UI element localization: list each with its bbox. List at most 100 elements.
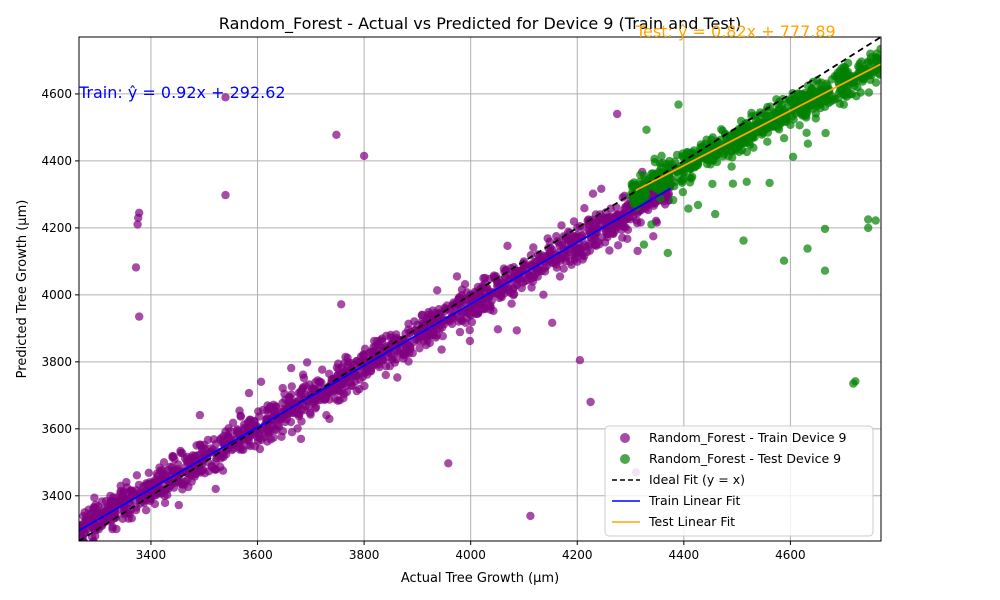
ideal-fit-line <box>79 37 881 541</box>
train-point <box>512 326 521 335</box>
train-point <box>440 319 449 329</box>
train-point <box>152 469 161 478</box>
train-point <box>286 417 296 427</box>
train-point <box>378 336 387 346</box>
train-point <box>552 232 561 241</box>
train-equation-annotation: Train: ŷ = 0.92x + 292.62 <box>78 83 286 102</box>
test-point <box>808 84 817 94</box>
train-point <box>603 233 612 242</box>
test-point <box>851 377 860 386</box>
test-point <box>788 152 798 161</box>
train-point <box>381 362 391 371</box>
test-point <box>789 115 798 124</box>
train-point <box>153 475 163 485</box>
train-point <box>141 506 151 515</box>
train-point <box>332 130 341 139</box>
test-point <box>875 55 881 64</box>
train-point <box>350 360 360 369</box>
test-point <box>871 78 881 87</box>
train-point <box>386 330 395 340</box>
test-point <box>801 106 810 116</box>
train-point <box>568 250 578 259</box>
legend-train-fit-label: Train Linear Fit <box>648 493 741 508</box>
train-point <box>333 371 342 380</box>
train-point <box>633 218 642 228</box>
train-point <box>226 427 235 436</box>
train-point <box>288 408 297 418</box>
y-axis-label: Predicted Tree Growth (µm) <box>15 200 30 379</box>
train-point <box>404 357 413 366</box>
train-point <box>433 325 442 334</box>
train-point <box>131 506 141 515</box>
x-tick-label: 3800 <box>349 548 380 562</box>
test-point <box>693 200 703 210</box>
train-point <box>163 490 172 500</box>
train-point <box>207 444 216 453</box>
train-point <box>277 432 286 441</box>
test-point <box>659 180 668 189</box>
y-tick-label: 4000 <box>41 288 72 302</box>
train-point <box>612 210 621 219</box>
train-point <box>586 397 595 407</box>
test-point <box>678 187 688 197</box>
test-point <box>708 133 717 142</box>
train-point <box>613 109 622 119</box>
train-point <box>260 429 269 438</box>
test-point <box>776 118 785 128</box>
train-point <box>472 298 481 308</box>
train-point <box>358 372 367 382</box>
train-point <box>612 203 621 212</box>
train-point <box>493 325 503 334</box>
train-point <box>218 448 227 458</box>
test-point <box>747 132 757 142</box>
train-point <box>366 366 375 375</box>
train-point <box>184 482 193 492</box>
test-point <box>763 128 773 137</box>
train-point <box>255 444 265 454</box>
train-point <box>228 418 238 427</box>
test-point <box>663 248 672 258</box>
test-point <box>721 129 730 138</box>
test-point <box>639 240 649 249</box>
test-point <box>866 49 875 58</box>
legend: Random_Forest - Train Device 9 Random_Fo… <box>604 425 874 537</box>
train-point <box>575 356 585 365</box>
train-point <box>135 208 144 217</box>
train-point <box>479 304 488 313</box>
train-point <box>295 400 304 410</box>
test-point <box>663 159 672 168</box>
test-equation-annotation: Test: ŷ = 0.82x + 777.89 <box>635 22 836 41</box>
y-tick-label: 3600 <box>41 422 72 436</box>
train-point <box>244 388 254 398</box>
train-point <box>623 234 632 243</box>
data-points <box>79 44 881 541</box>
train-point <box>393 373 402 382</box>
test-point <box>657 151 666 160</box>
train-point <box>617 225 626 234</box>
x-tick-label: 4400 <box>669 548 700 562</box>
train-point <box>507 299 516 308</box>
train-point <box>548 318 557 327</box>
train-point <box>413 320 422 330</box>
train-point <box>465 336 475 346</box>
train-point <box>131 263 141 272</box>
train-point <box>256 377 266 386</box>
x-tick-label: 3600 <box>242 548 273 562</box>
train-point <box>236 411 245 420</box>
test-point <box>864 223 873 233</box>
x-tick-label: 4200 <box>562 548 593 562</box>
test-point <box>772 95 781 104</box>
test-point <box>857 64 866 74</box>
train-point <box>370 336 379 346</box>
test-point <box>823 81 832 90</box>
train-point <box>89 503 98 512</box>
x-tick-label: 4600 <box>775 548 806 562</box>
train-point <box>355 384 364 394</box>
train-point <box>608 223 617 233</box>
test-point <box>655 159 665 168</box>
train-point <box>132 471 142 480</box>
legend-test-fit-label: Test Linear Fit <box>648 514 735 529</box>
train-point <box>565 257 575 266</box>
train-point <box>337 300 346 309</box>
train-point <box>150 499 160 509</box>
